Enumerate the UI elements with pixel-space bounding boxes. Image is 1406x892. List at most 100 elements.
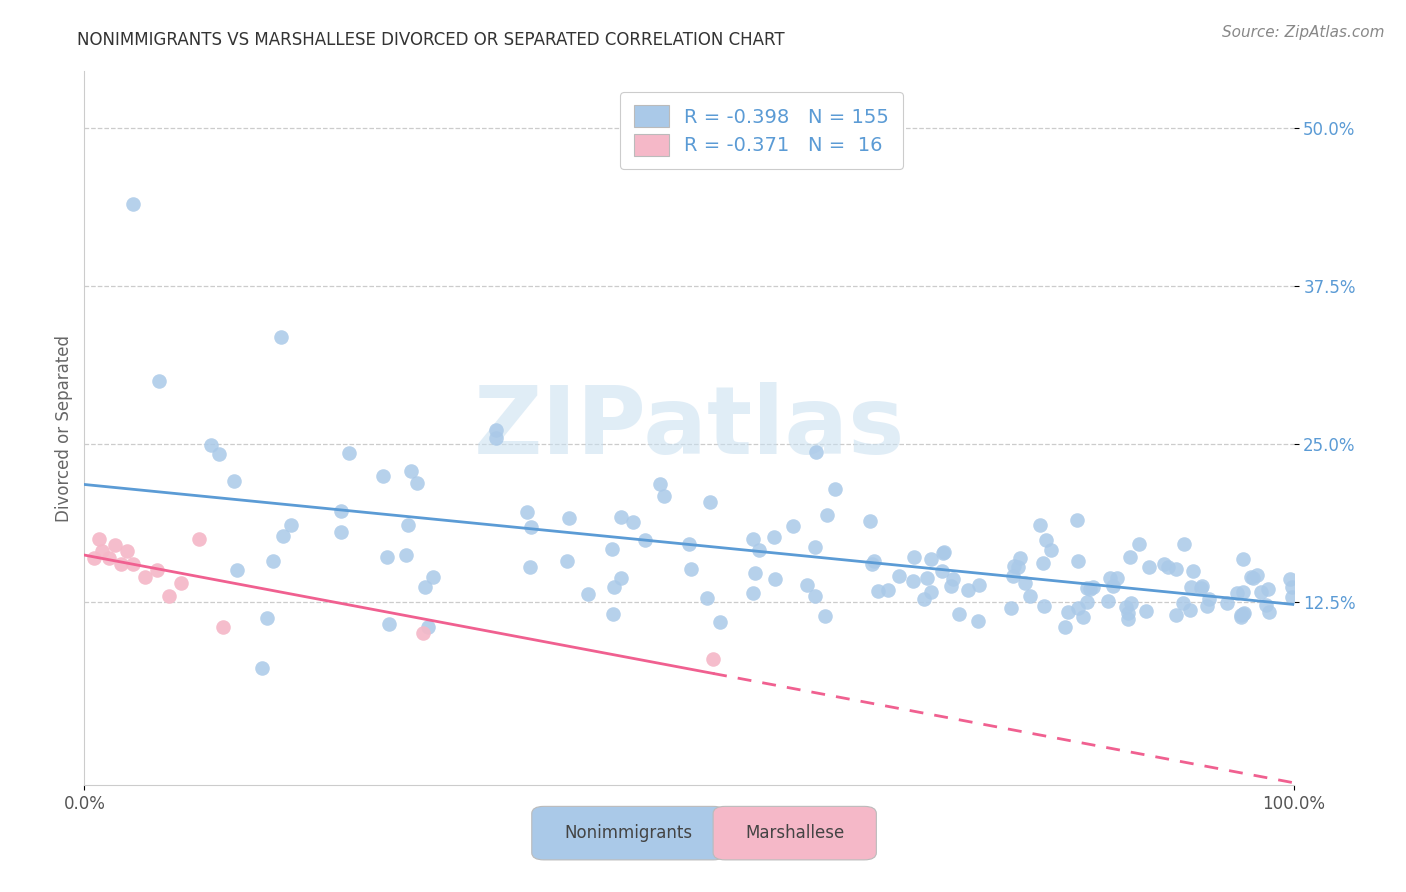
Point: [742, 586, 765, 600]
Point: [371, 468, 394, 483]
Point: [1153, 558, 1175, 572]
Point: [621, 515, 644, 529]
Point: [1019, 589, 1042, 603]
Point: [1182, 564, 1205, 578]
Point: [1232, 585, 1254, 599]
Point: [600, 541, 623, 556]
Point: [1246, 567, 1268, 582]
Point: [650, 477, 672, 491]
Point: [610, 571, 633, 585]
Point: [395, 548, 418, 562]
Point: [377, 617, 399, 632]
Point: [1216, 596, 1239, 610]
Point: [901, 574, 924, 588]
FancyBboxPatch shape: [531, 806, 725, 860]
Point: [270, 330, 292, 344]
Point: [1000, 600, 1022, 615]
Point: [1240, 570, 1263, 584]
Point: [934, 544, 956, 558]
Y-axis label: Divorced or Separated: Divorced or Separated: [55, 334, 73, 522]
Point: [762, 530, 785, 544]
Point: [967, 578, 990, 592]
Point: [413, 580, 436, 594]
Point: [824, 482, 846, 496]
Point: [256, 611, 278, 625]
Point: [702, 651, 724, 665]
Point: [1164, 562, 1187, 576]
Point: [399, 464, 422, 478]
Point: [200, 438, 222, 452]
Point: [967, 614, 990, 628]
Point: [678, 537, 700, 551]
Point: [148, 374, 170, 388]
Point: [1053, 620, 1076, 634]
Point: [97, 550, 120, 565]
Point: [405, 476, 427, 491]
Point: [1081, 580, 1104, 594]
Point: [1067, 601, 1090, 615]
Point: [1115, 599, 1137, 614]
Point: [1035, 533, 1057, 548]
Point: [796, 578, 818, 592]
Point: [330, 504, 353, 518]
Point: [931, 564, 953, 578]
Point: [1002, 559, 1025, 574]
Point: [157, 589, 180, 603]
Point: [1102, 579, 1125, 593]
Point: [1066, 513, 1088, 527]
Point: [1157, 560, 1180, 574]
Point: [742, 532, 765, 546]
Point: [1257, 582, 1279, 596]
Point: [1180, 580, 1202, 594]
Point: [516, 505, 538, 519]
Point: [226, 563, 249, 577]
Point: [146, 563, 169, 577]
Point: [609, 509, 631, 524]
Point: [652, 489, 675, 503]
Point: [1278, 572, 1301, 586]
Point: [1232, 607, 1254, 622]
Point: [920, 584, 942, 599]
Point: [115, 544, 138, 558]
Point: [932, 546, 955, 560]
Point: [1281, 580, 1303, 594]
Point: [485, 423, 508, 437]
Point: [1121, 596, 1143, 610]
Point: [1067, 554, 1090, 568]
Point: [709, 615, 731, 629]
Point: [1118, 606, 1140, 620]
Point: [134, 569, 156, 583]
Point: [1230, 609, 1253, 624]
Point: [519, 559, 541, 574]
Point: [1191, 580, 1213, 594]
Point: [412, 626, 434, 640]
Point: [396, 518, 419, 533]
Point: [859, 514, 882, 528]
Point: [91, 544, 114, 558]
Point: [224, 474, 246, 488]
Point: [887, 568, 910, 582]
Point: [416, 620, 439, 634]
Point: [1164, 607, 1187, 622]
Point: [1014, 576, 1036, 591]
Point: [377, 550, 399, 565]
Point: [104, 538, 127, 552]
Point: [250, 661, 273, 675]
Point: [804, 589, 827, 603]
Point: [520, 520, 543, 534]
Point: [942, 572, 965, 586]
Point: [1250, 585, 1272, 599]
Point: [1137, 559, 1160, 574]
Point: [329, 524, 352, 539]
Point: [576, 587, 599, 601]
Point: [1076, 581, 1098, 595]
Point: [920, 551, 942, 566]
Point: [280, 518, 302, 533]
Point: [1076, 595, 1098, 609]
Point: [602, 607, 624, 622]
Point: [1173, 596, 1195, 610]
Point: [903, 549, 925, 564]
Point: [1105, 571, 1128, 585]
Point: [939, 578, 962, 592]
Point: [814, 608, 837, 623]
